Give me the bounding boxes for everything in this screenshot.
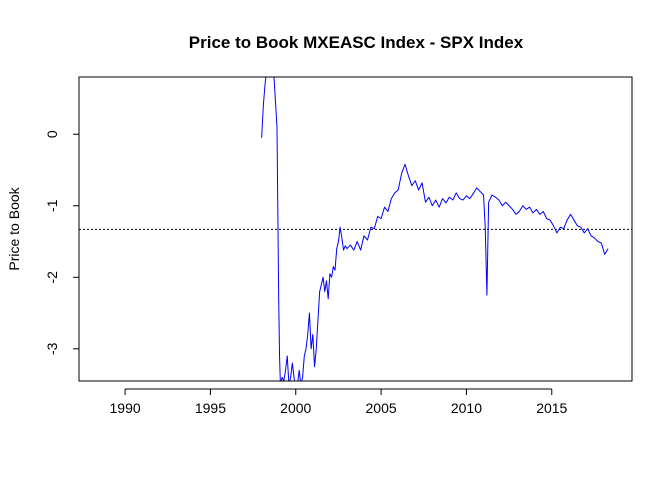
x-tick-label: 1990 (110, 400, 141, 416)
x-tick-label: 2015 (536, 400, 567, 416)
y-tick-label: -1 (44, 199, 60, 212)
y-tick-label: -3 (44, 342, 60, 355)
y-axis-label: Price to Book (6, 186, 22, 270)
x-tick-label: 2010 (451, 400, 482, 416)
x-axis: 1990 1995 2000 2005 2010 2015 (110, 388, 568, 416)
chart-title: Price to Book MXEASC Index - SPX Index (189, 33, 524, 52)
series-layer (261, 77, 609, 381)
series-line-0 (261, 77, 609, 381)
y-axis: 0 -1 -2 -3 (44, 130, 80, 355)
x-tick-label: 1995 (195, 400, 226, 416)
x-tick-label: 2000 (280, 400, 311, 416)
y-tick-label: -2 (44, 271, 60, 284)
y-tick-label: 0 (44, 130, 60, 138)
x-tick-label: 2005 (366, 400, 397, 416)
